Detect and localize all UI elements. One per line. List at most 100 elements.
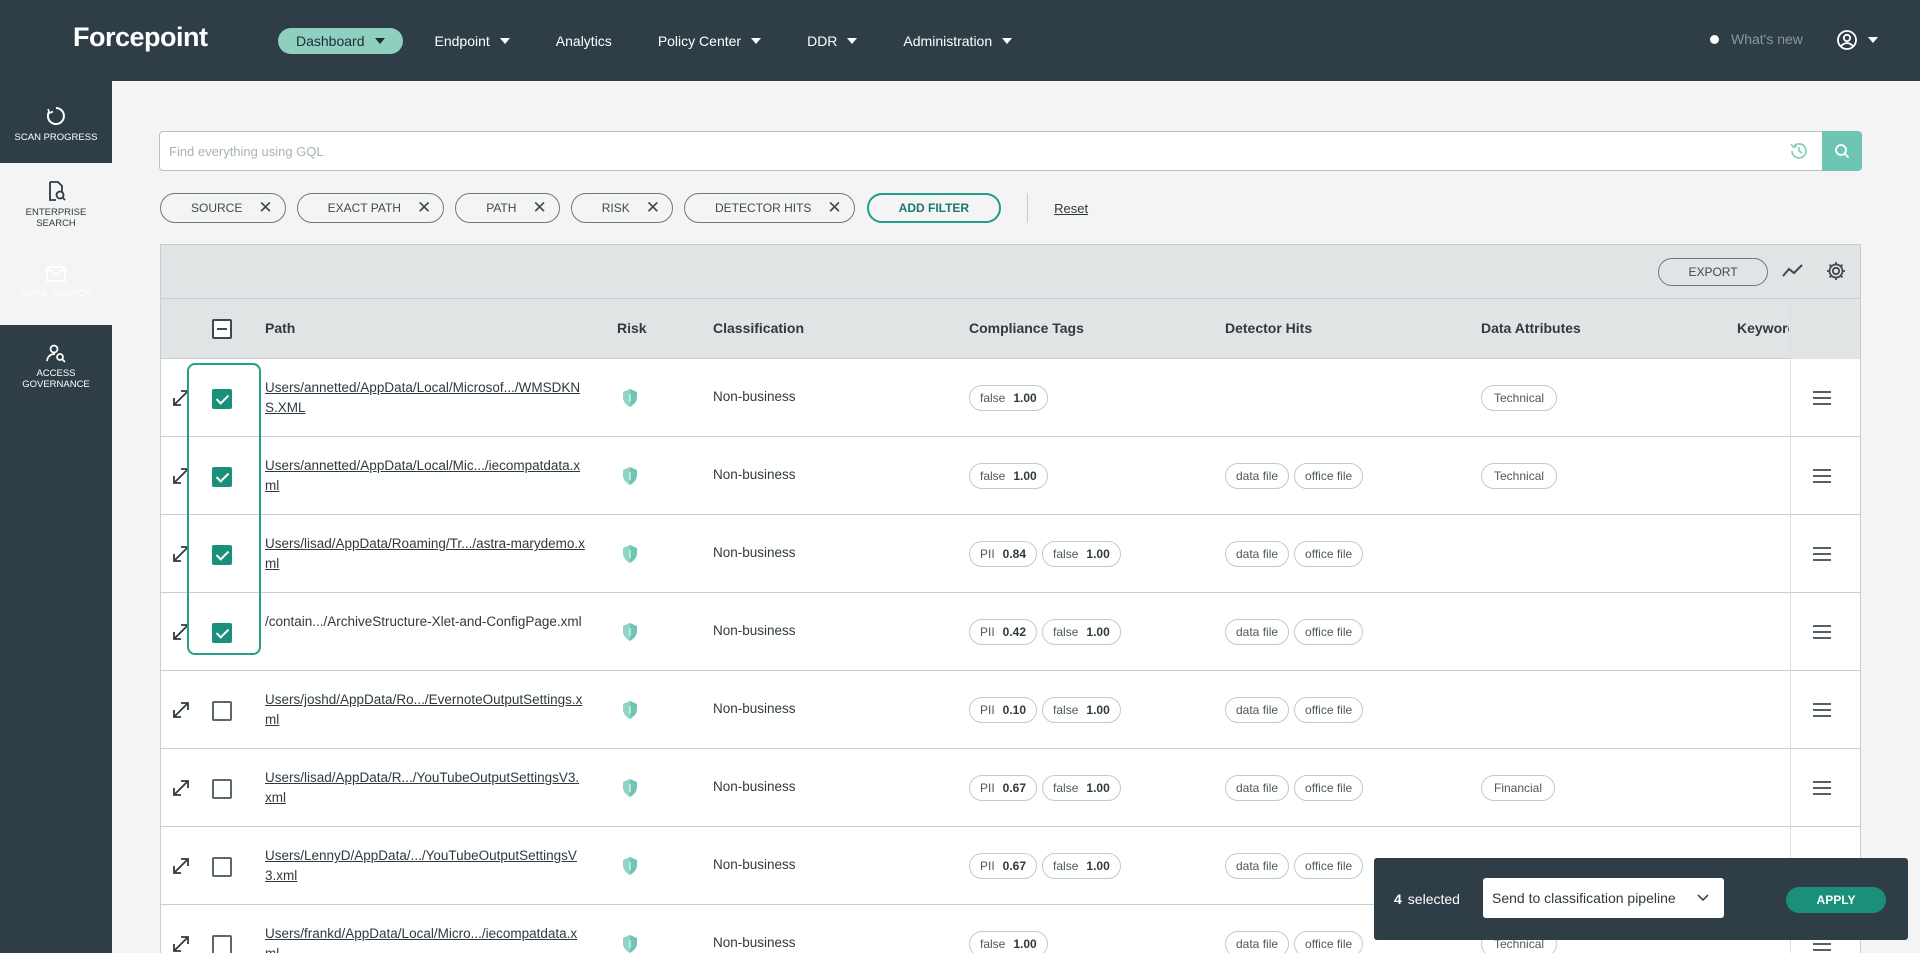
trend-chart-icon[interactable] xyxy=(1781,260,1805,282)
expand-row-button[interactable] xyxy=(171,466,191,489)
search-button[interactable] xyxy=(1822,131,1862,171)
table-row[interactable]: Users/joshd/AppData/Ro.../EvernoteOutput… xyxy=(161,671,1860,749)
row-checkbox[interactable] xyxy=(212,623,232,643)
sidebar-item-email-search[interactable]: EMAIL SEARCH xyxy=(0,265,112,311)
export-button[interactable]: EXPORT xyxy=(1658,258,1768,286)
action-select[interactable]: Send to classification pipeline xyxy=(1483,878,1724,918)
file-path-link[interactable]: Users/lisad/AppData/Roaming/Tr.../astra-… xyxy=(265,536,585,571)
filter-chip-source[interactable]: SOURCE ✕ xyxy=(160,193,286,223)
detector-hit-tag[interactable]: data file xyxy=(1225,541,1290,567)
column-header-keywords[interactable]: Keywords xyxy=(1737,320,1789,336)
filter-chip-path[interactable]: PATH ✕ xyxy=(455,193,560,223)
data-attribute-tag[interactable]: Technical xyxy=(1481,385,1558,411)
column-header-path[interactable]: Path xyxy=(265,320,296,336)
table-row[interactable]: Users/lisad/AppData/R.../YouTubeOutputSe… xyxy=(161,749,1860,827)
table-row[interactable]: Users/annetted/AppData/Local/Microsof...… xyxy=(161,359,1860,437)
sidebar-item-access-governance[interactable]: ACCESS GOVERNANCE xyxy=(0,343,112,393)
compliance-tag[interactable]: PII 0.67 xyxy=(969,853,1038,879)
compliance-tag[interactable]: PII 0.84 xyxy=(969,541,1038,567)
filter-chip-risk[interactable]: RISK ✕ xyxy=(570,193,673,223)
filter-chip-exact-path[interactable]: EXACT PATH ✕ xyxy=(296,193,445,223)
row-checkbox[interactable] xyxy=(212,857,232,877)
file-path-link[interactable]: Users/lisad/AppData/R.../YouTubeOutputSe… xyxy=(265,770,580,805)
file-path-link[interactable]: Users/LennyD/AppData/.../YouTubeOutputSe… xyxy=(265,848,577,883)
detector-hit-tag[interactable]: data file xyxy=(1225,697,1290,723)
apply-button[interactable]: APPLY xyxy=(1786,887,1886,913)
expand-row-button[interactable] xyxy=(171,778,191,801)
whats-new-link[interactable]: What's new xyxy=(1710,31,1803,47)
column-header-detector-hits[interactable]: Detector Hits xyxy=(1225,320,1313,336)
history-icon[interactable] xyxy=(1788,140,1810,162)
detector-hit-tag[interactable]: office file xyxy=(1294,853,1364,879)
detector-hit-tag[interactable]: office file xyxy=(1294,775,1364,801)
forcepoint-logo[interactable]: Forcepoint xyxy=(73,22,208,52)
compliance-tag[interactable]: false 1.00 xyxy=(1042,775,1121,801)
compliance-tag[interactable]: PII 0.10 xyxy=(969,697,1038,723)
detector-hit-tag[interactable]: data file xyxy=(1225,619,1290,645)
detector-hit-tag[interactable]: office file xyxy=(1294,619,1364,645)
nav-item-analytics[interactable]: Analytics xyxy=(542,28,626,54)
row-menu-button[interactable] xyxy=(1812,702,1832,721)
expand-row-button[interactable] xyxy=(171,622,191,645)
file-path-link[interactable]: Users/frankd/AppData/Local/Micro.../ieco… xyxy=(265,926,578,953)
row-checkbox[interactable] xyxy=(212,701,232,721)
filter-chip-detector-hits[interactable]: DETECTOR HITS ✕ xyxy=(683,193,855,223)
detector-hit-tag[interactable]: office file xyxy=(1294,463,1364,489)
nav-item-endpoint[interactable]: Endpoint xyxy=(421,28,524,54)
table-row[interactable]: /contain.../ArchiveStructure-Xlet-and-Co… xyxy=(161,593,1860,671)
reset-link[interactable]: Reset xyxy=(1054,200,1089,216)
row-menu-button[interactable] xyxy=(1812,624,1832,643)
row-menu-button[interactable] xyxy=(1812,468,1832,487)
detector-hit-tag[interactable]: office file xyxy=(1294,697,1364,723)
row-checkbox[interactable] xyxy=(212,935,232,953)
compliance-tag[interactable]: false 1.00 xyxy=(969,385,1048,411)
detector-hit-tag[interactable]: data file xyxy=(1225,775,1290,801)
compliance-tag[interactable]: false 1.00 xyxy=(1042,541,1121,567)
compliance-tag[interactable]: false 1.00 xyxy=(1042,619,1121,645)
column-header-classification[interactable]: Classification xyxy=(713,320,805,336)
table-row[interactable]: Users/annetted/AppData/Local/Mic.../ieco… xyxy=(161,437,1860,515)
nav-item-administration[interactable]: Administration xyxy=(889,28,1026,54)
row-checkbox[interactable] xyxy=(212,467,232,487)
detector-hit-tag[interactable]: data file xyxy=(1225,931,1290,953)
row-checkbox[interactable] xyxy=(212,779,232,799)
expand-row-button[interactable] xyxy=(171,934,191,953)
add-filter-button[interactable]: ADD FILTER xyxy=(866,193,1002,223)
compliance-tag[interactable]: PII 0.67 xyxy=(969,775,1038,801)
nav-item-policy-center[interactable]: Policy Center xyxy=(644,28,775,54)
detector-hit-tag[interactable]: data file xyxy=(1225,463,1290,489)
expand-row-button[interactable] xyxy=(171,388,191,411)
file-path-link[interactable]: Users/annetted/AppData/Local/Microsof...… xyxy=(265,380,581,415)
compliance-tag[interactable]: false 1.00 xyxy=(969,931,1048,953)
file-path-link[interactable]: Users/joshd/AppData/Ro.../EvernoteOutput… xyxy=(265,692,583,727)
detector-hit-tag[interactable]: data file xyxy=(1225,853,1290,879)
row-menu-button[interactable] xyxy=(1812,546,1832,565)
detector-hit-tag[interactable]: office file xyxy=(1294,931,1364,953)
row-checkbox[interactable] xyxy=(212,545,232,565)
account-menu[interactable] xyxy=(1836,29,1878,51)
column-header-data-attributes[interactable]: Data Attributes xyxy=(1481,320,1581,336)
row-checkbox[interactable] xyxy=(212,389,232,409)
close-icon[interactable]: ✕ xyxy=(416,198,432,217)
file-path-link[interactable]: Users/annetted/AppData/Local/Mic.../ieco… xyxy=(265,458,581,493)
nav-item-dashboard[interactable]: Dashboard xyxy=(278,28,403,54)
column-header-compliance-tags[interactable]: Compliance Tags xyxy=(969,320,1084,336)
compliance-tag[interactable]: false 1.00 xyxy=(1042,853,1121,879)
search-input[interactable] xyxy=(160,132,1720,170)
data-attribute-tag[interactable]: Technical xyxy=(1481,463,1558,489)
close-icon[interactable]: ✕ xyxy=(645,198,660,217)
expand-row-button[interactable] xyxy=(171,544,191,567)
table-row[interactable]: Users/LennyD/AppData/.../YouTubeOutputSe… xyxy=(161,827,1860,905)
column-header-risk[interactable]: Risk xyxy=(617,320,647,336)
sidebar-item-scan-progress[interactable]: SCAN PROGRESS xyxy=(0,101,112,161)
close-icon[interactable]: ✕ xyxy=(827,198,842,217)
expand-row-button[interactable] xyxy=(171,856,191,879)
nav-item-ddr[interactable]: DDR xyxy=(793,28,871,54)
data-attribute-tag[interactable]: Financial xyxy=(1481,775,1556,801)
compliance-tag[interactable]: false 1.00 xyxy=(1042,697,1121,723)
gear-icon[interactable] xyxy=(1825,260,1847,282)
row-menu-button[interactable] xyxy=(1812,780,1832,799)
close-icon[interactable]: ✕ xyxy=(258,198,273,217)
table-row[interactable]: Users/lisad/AppData/Roaming/Tr.../astra-… xyxy=(161,515,1860,593)
select-all-checkbox[interactable] xyxy=(212,319,232,339)
